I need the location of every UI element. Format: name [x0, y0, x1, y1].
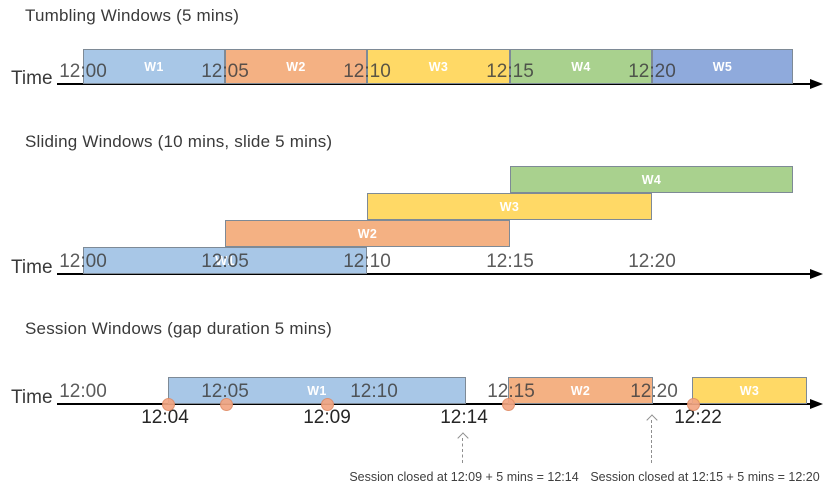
window-bar-w3: W3: [692, 377, 807, 404]
event-time-label: 12:22: [674, 407, 722, 428]
window-bar-w2: W2: [508, 377, 653, 404]
axis-tick-label: 12:15: [486, 251, 534, 272]
section-title-sliding: Sliding Windows (10 mins, slide 5 mins): [25, 132, 333, 151]
time-axis-label: Time: [11, 387, 53, 408]
timeline-arrowhead-icon: [810, 399, 823, 409]
window-bar-w3: W3: [367, 49, 510, 84]
window-label: W4: [571, 59, 591, 74]
time-axis-label: Time: [11, 257, 53, 278]
event-marker-dot: [320, 397, 334, 411]
axis-tick-label: 12:10: [350, 381, 398, 402]
section-title-session: Session Windows (gap duration 5 mins): [25, 319, 332, 338]
axis-tick-label: 12:10: [343, 251, 391, 272]
event-marker-dot: [686, 397, 700, 411]
axis-tick-label: 12:20: [628, 251, 676, 272]
window-label: W3: [428, 59, 449, 74]
session-closed-note: Session closed at 12:15 + 5 mins = 12:20: [590, 470, 820, 484]
axis-tick-label: 12:05: [201, 61, 249, 82]
axis-tick-label: 12:00: [59, 381, 107, 402]
window-bar-w5: W5: [652, 49, 793, 84]
window-label: W1: [215, 253, 235, 268]
window-label: W2: [357, 226, 378, 241]
event-marker-dot: [219, 397, 233, 411]
timeline-axis: [57, 403, 810, 406]
window-label: W1: [307, 383, 327, 398]
timeline-axis: [57, 273, 810, 276]
note-arrow-head-icon: [457, 432, 469, 444]
window-label: W1: [144, 59, 164, 74]
axis-tick-label: 12:00: [59, 251, 107, 272]
window-label: W3: [499, 199, 520, 214]
window-label: W5: [712, 59, 733, 74]
window-bar-w3: W3: [367, 193, 652, 220]
axis-tick-label: 12:15: [486, 61, 534, 82]
time-axis-label: Time: [11, 68, 53, 89]
window-label: W2: [570, 383, 591, 398]
window-bar-w4: W4: [510, 166, 793, 193]
window-bar-w2: W2: [225, 49, 367, 84]
event-time-label: 12:09: [303, 407, 351, 428]
axis-tick-label: 12:20: [628, 61, 676, 82]
timeline-axis: [57, 83, 810, 86]
timeline-arrowhead-icon: [810, 79, 823, 89]
axis-tick-label: 12:10: [343, 61, 391, 82]
window-bar-w2: W2: [225, 220, 510, 247]
session-closed-note: Session closed at 12:09 + 5 mins = 12:14: [349, 470, 579, 484]
timeline-arrowhead-icon: [810, 269, 823, 279]
window-bar-w1: W1: [83, 49, 225, 84]
event-marker-dot: [161, 397, 175, 411]
note-arrow-head-icon: [646, 414, 658, 426]
window-bar-w1: W1: [83, 247, 367, 274]
window-bar-w4: W4: [510, 49, 652, 84]
section-title-tumbling: Tumbling Windows (5 mins): [25, 6, 240, 25]
axis-tick-label: 12:15: [487, 381, 535, 402]
window-label: W4: [641, 172, 662, 187]
event-marker-dot: [501, 397, 515, 411]
event-time-label: 12:04: [141, 407, 189, 428]
note-arrow-line: [462, 438, 463, 463]
axis-tick-label: 12:05: [201, 251, 249, 272]
window-label: W2: [286, 59, 306, 74]
axis-tick-label: 12:05: [201, 381, 249, 402]
window-bar-w1: W1: [168, 377, 466, 404]
event-time-label: 12:14: [440, 407, 488, 428]
axis-tick-label: 12:20: [630, 381, 678, 402]
note-arrow-line: [651, 420, 652, 463]
window-label: W3: [739, 383, 760, 398]
axis-tick-label: 12:00: [59, 61, 107, 82]
